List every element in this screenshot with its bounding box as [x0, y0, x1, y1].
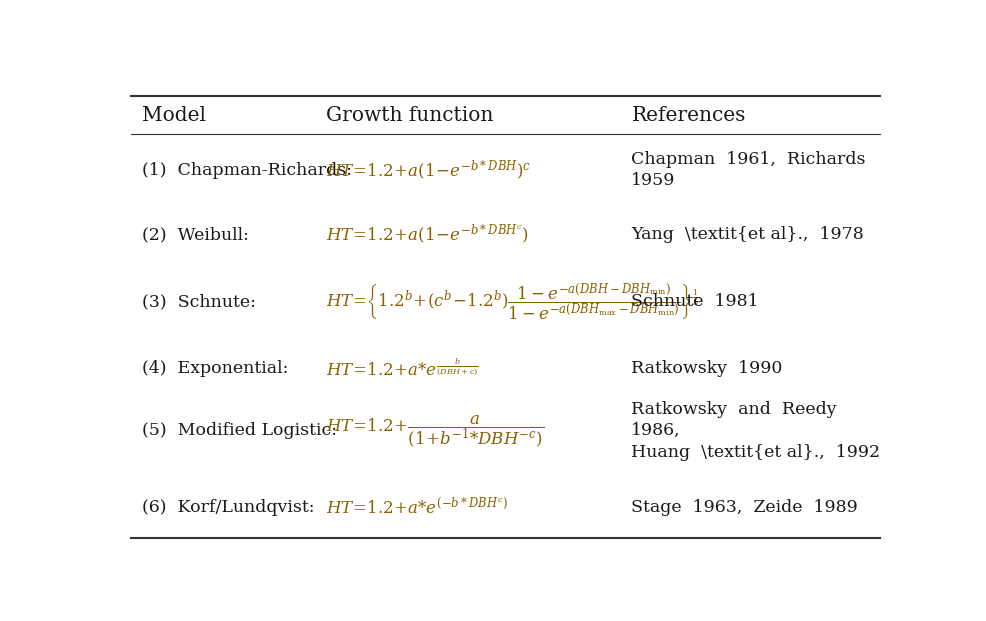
Text: Ratkowsky  and  Reedy: Ratkowsky and Reedy: [631, 401, 837, 418]
Text: Chapman  1961,  Richards: Chapman 1961, Richards: [631, 151, 866, 168]
Text: Model: Model: [142, 106, 206, 125]
Text: 1959: 1959: [631, 173, 675, 189]
Text: (4)  Exponential:: (4) Exponential:: [142, 360, 289, 377]
Text: Yang  \textit{et al}.,  1978: Yang \textit{et al}., 1978: [631, 226, 864, 243]
Text: 1986,: 1986,: [631, 422, 681, 439]
Text: $HT\!=\!1.2\!+\!a(1\!-\!e^{-b*DBH})^{c}$: $HT\!=\!1.2\!+\!a(1\!-\!e^{-b*DBH})^{c}$: [325, 158, 530, 182]
Text: (1)  Chapman-Richards:: (1) Chapman-Richards:: [142, 161, 352, 179]
Text: $HT\!=\!1.2\!+\!\dfrac{a}{(1\!+\!b^{-1}{*}DBH^{-c})}$: $HT\!=\!1.2\!+\!\dfrac{a}{(1\!+\!b^{-1}{…: [325, 413, 544, 449]
Text: References: References: [631, 106, 745, 125]
Text: Ratkowsky  1990: Ratkowsky 1990: [631, 360, 783, 377]
Text: (3)  Schnute:: (3) Schnute:: [142, 293, 256, 310]
Text: Growth function: Growth function: [325, 106, 493, 125]
Text: (6)  Korf/Lundqvist:: (6) Korf/Lundqvist:: [142, 499, 315, 516]
Text: (2)  Weibull:: (2) Weibull:: [142, 226, 249, 243]
Text: $HT\!=\!1.2\!+\!a{*}e^{\frac{b}{(DBH+c)}}$: $HT\!=\!1.2\!+\!a{*}e^{\frac{b}{(DBH+c)}…: [325, 358, 479, 379]
Text: $HT\!=\!1.2\!+\!a(1\!-\!e^{-b*DBH^{c}})$: $HT\!=\!1.2\!+\!a(1\!-\!e^{-b*DBH^{c}})$: [325, 223, 528, 247]
Text: $HT\!=\!\left\{1.2^{b}\!+\!(c^{b}\!-\!1.2^{b})\dfrac{1-e^{-a(DBH-DBH_{\mathrm{mi: $HT\!=\!\left\{1.2^{b}\!+\!(c^{b}\!-\!1.…: [325, 281, 699, 322]
Text: Schnute  1981: Schnute 1981: [631, 293, 759, 310]
Text: (5)  Modified Logistic:: (5) Modified Logistic:: [142, 422, 337, 439]
Text: $HT\!=\!1.2\!+\!a{*}e^{(-b*DBH^{c})}$: $HT\!=\!1.2\!+\!a{*}e^{(-b*DBH^{c})}$: [325, 497, 508, 518]
Text: Stage  1963,  Zeide  1989: Stage 1963, Zeide 1989: [631, 499, 858, 516]
Text: Huang  \textit{et al}.,  1992: Huang \textit{et al}., 1992: [631, 444, 880, 461]
